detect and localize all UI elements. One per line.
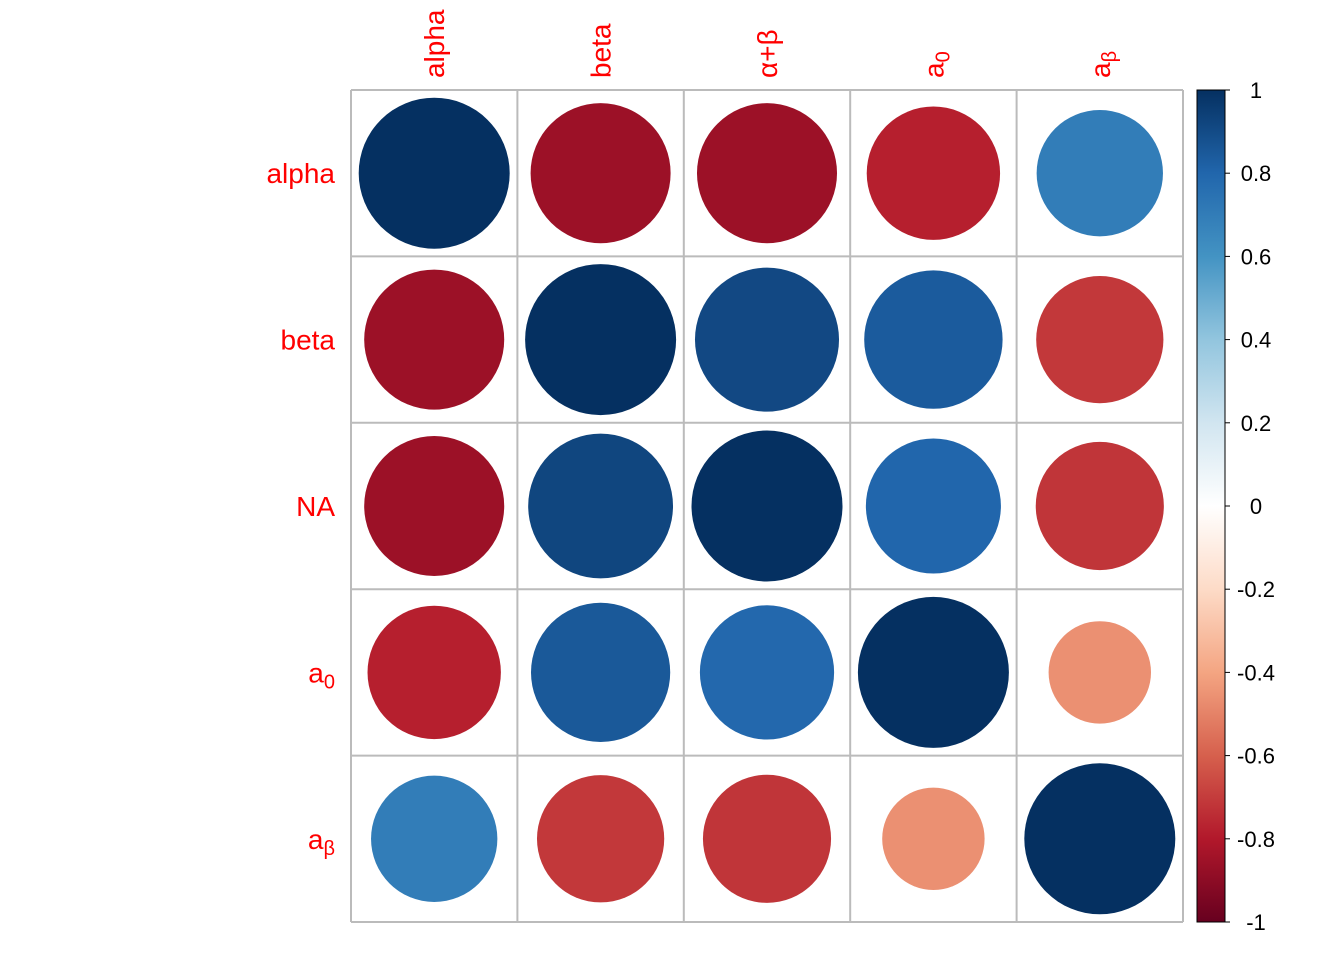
corr-circle <box>358 97 510 249</box>
col-label-subscript: 0 <box>932 51 954 62</box>
colorbar-tick-label: -0.8 <box>1237 827 1275 852</box>
col-label-text: a <box>918 62 949 78</box>
corr-circle <box>1036 110 1163 237</box>
row-label: beta <box>281 325 336 356</box>
corr-circle <box>866 106 1001 240</box>
corr-circle <box>882 787 985 891</box>
row-label: a0 <box>308 657 335 693</box>
corr-circle <box>865 438 1001 574</box>
col-label: a0 <box>918 51 954 78</box>
corr-circle <box>530 602 671 743</box>
corr-circle <box>525 264 677 416</box>
colorbar-tick-label: -1 <box>1246 910 1266 935</box>
row-label: aβ <box>308 824 335 860</box>
col-label-text: beta <box>586 23 617 78</box>
row-label-text: a <box>308 824 324 855</box>
col-label: beta <box>586 23 617 78</box>
colorbar-tick-label: -0.4 <box>1237 660 1275 685</box>
col-label-subscript: β <box>1099 51 1121 63</box>
row-label-text: beta <box>281 325 336 356</box>
col-label-text: alpha <box>419 9 450 78</box>
corr-circle <box>528 433 674 579</box>
corr-circle <box>691 430 843 582</box>
col-label: aβ <box>1085 51 1121 78</box>
colorbar-tick-label: 0 <box>1250 494 1262 519</box>
row-label-subscript: 0 <box>324 671 335 693</box>
corr-circle <box>364 269 505 410</box>
colorbar <box>1196 89 1226 923</box>
corr-circle <box>696 103 838 244</box>
colorbar-tick-label: 0.4 <box>1241 328 1272 353</box>
colorbar-tick-label: 0.6 <box>1241 244 1272 269</box>
corr-circle <box>857 596 1009 748</box>
corr-circle <box>364 435 505 577</box>
colorbar-tick-label: 1 <box>1250 78 1262 103</box>
corr-circle <box>1036 275 1164 404</box>
row-label-text: NA <box>296 491 335 522</box>
corr-circle <box>702 774 832 903</box>
corr-circle <box>367 605 501 740</box>
corr-circle <box>1024 763 1176 915</box>
row-label: alpha <box>266 158 335 189</box>
colorbar-tick-label: -0.6 <box>1237 744 1275 769</box>
row-label-subscript: β <box>323 838 335 860</box>
row-label: NA <box>296 491 335 522</box>
corr-circle <box>530 103 671 244</box>
col-label-text: α+β <box>752 29 783 78</box>
col-label: α+β <box>752 29 783 78</box>
corr-circle <box>699 605 835 740</box>
corr-circle <box>371 775 498 902</box>
corr-circle <box>536 775 665 903</box>
corr-circle <box>694 267 840 412</box>
corr-circle <box>1048 621 1152 724</box>
corr-circle <box>864 270 1003 409</box>
colorbar-tick-label: 0.8 <box>1241 161 1272 186</box>
row-label-text: alpha <box>266 158 335 189</box>
corr-circle <box>1035 441 1164 571</box>
colorbar-tick-label: -0.2 <box>1237 577 1275 602</box>
colorbar-tick-label: 0.2 <box>1241 411 1272 436</box>
col-label: alpha <box>419 9 450 78</box>
row-label-text: a <box>308 657 324 688</box>
col-label-text: a <box>1085 62 1116 78</box>
